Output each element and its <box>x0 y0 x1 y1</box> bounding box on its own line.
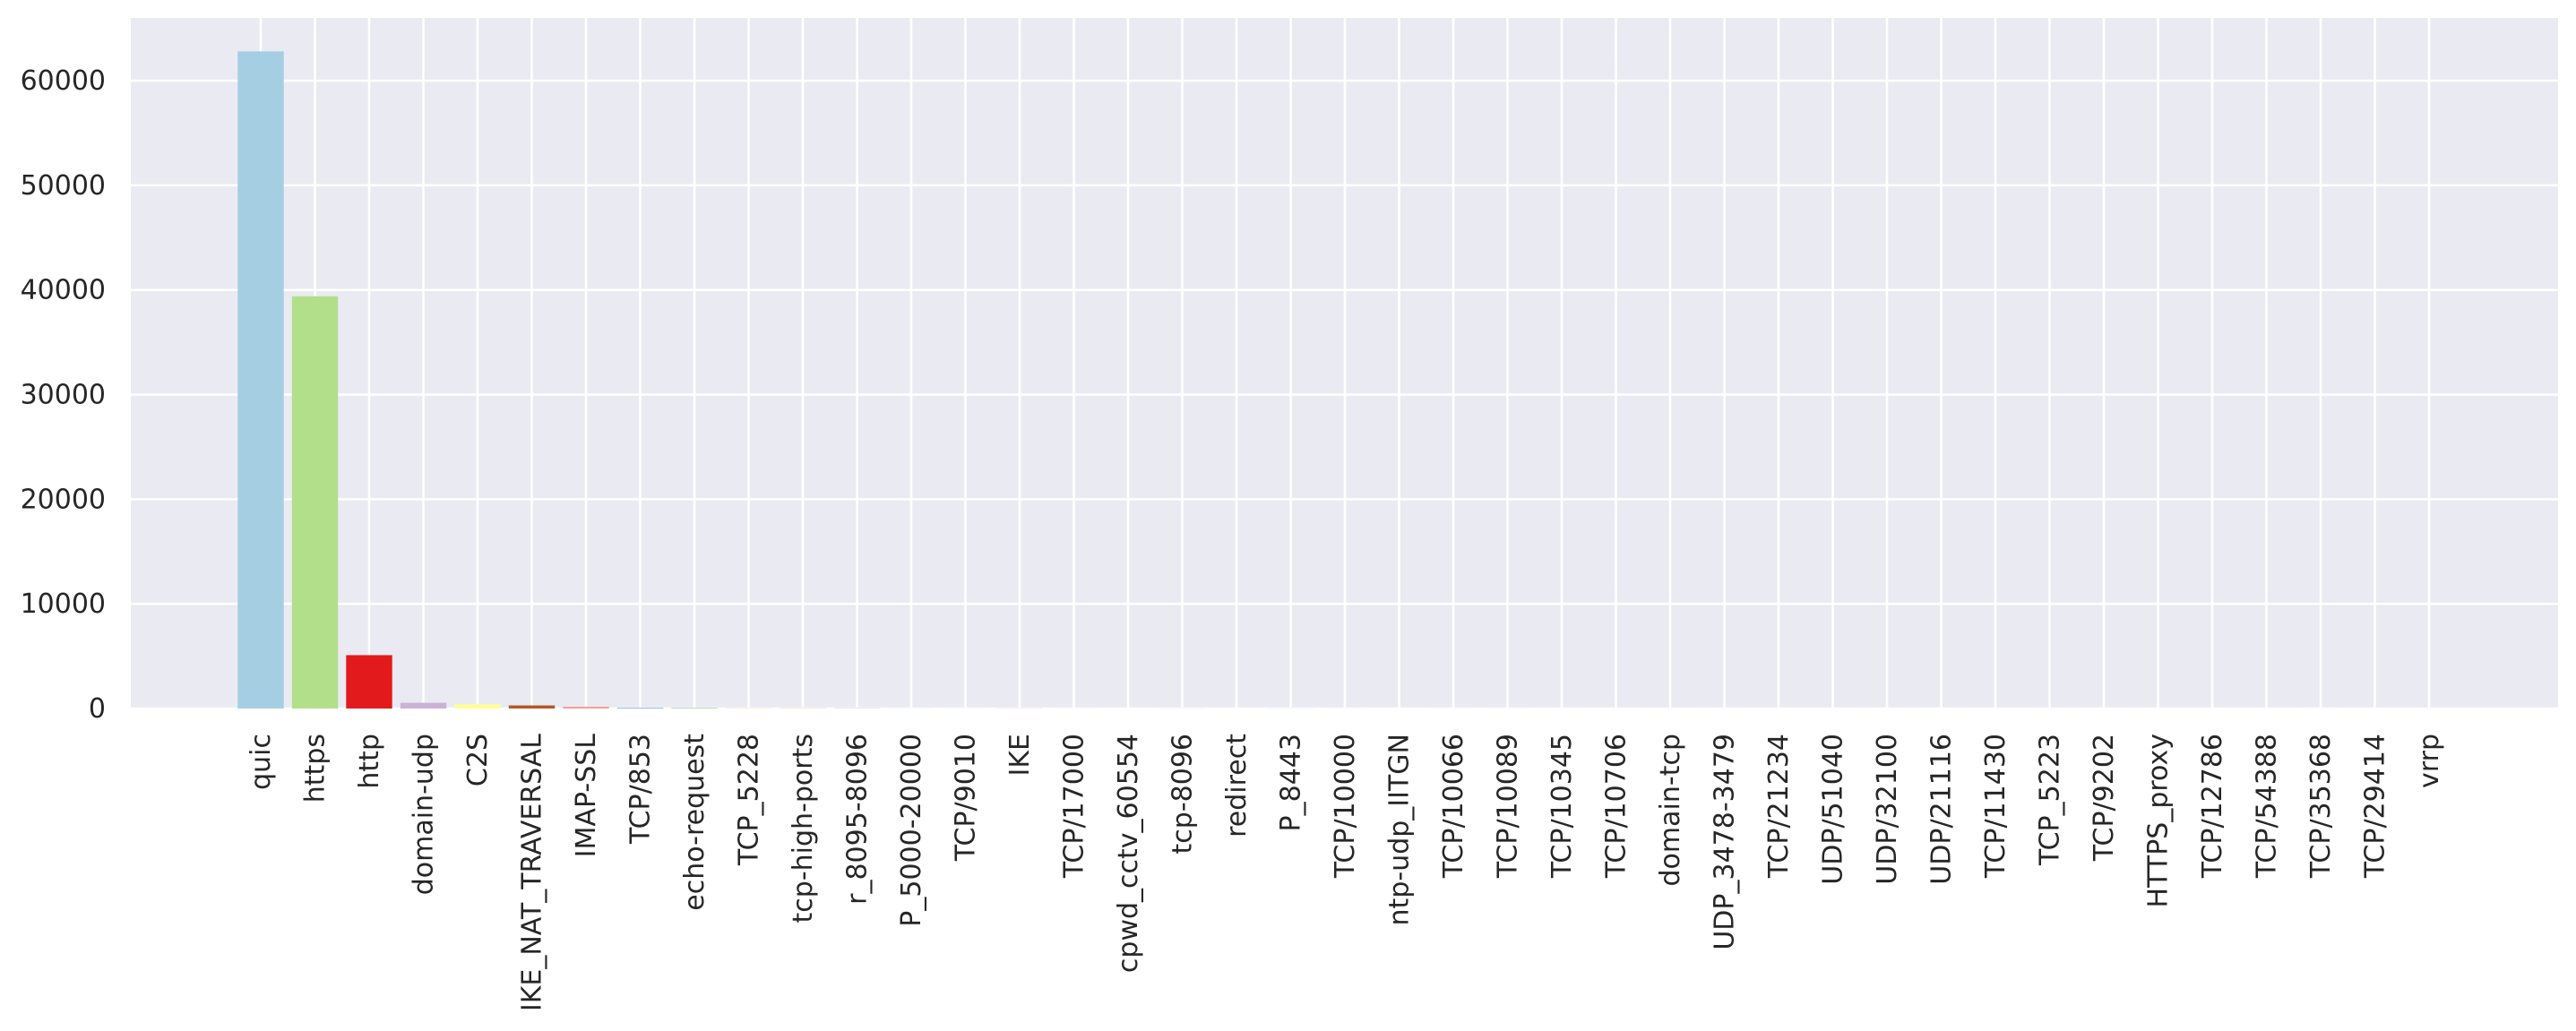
y-tick-label: 10000 <box>21 589 106 620</box>
x-tick-label: TCP/11430 <box>1980 734 2012 879</box>
x-tick-label: TCP_5223 <box>2035 734 2066 866</box>
x-tick-label: IKE_NAT_TRAVERSAL <box>517 734 548 1011</box>
x-tick-label: TCP/17000 <box>1059 734 1090 879</box>
x-tick-label: http <box>354 734 385 789</box>
bar-http <box>346 655 392 709</box>
bar-c2s <box>454 704 501 709</box>
y-tick-label: 30000 <box>21 380 106 411</box>
y-tick-label: 0 <box>89 693 106 725</box>
x-tick-label: TCP/10089 <box>1493 734 1524 879</box>
y-tick-label: 50000 <box>21 170 106 202</box>
x-tick-label: TCP/29414 <box>2360 734 2391 879</box>
x-tick-label: domain-tcp <box>1655 734 1686 886</box>
x-tick-label: vrrp <box>2414 734 2445 788</box>
x-tick-label: ntp-udp_IITGN <box>1384 734 1416 925</box>
x-tick-label: TCP/35368 <box>2305 734 2337 879</box>
x-tick-labels: quic https http domain-udp C2S IKE_NAT_TRAVER… <box>246 734 2445 1011</box>
x-tick-label: UDP_3478-3479 <box>1710 734 1741 950</box>
vertical-gridlines <box>259 18 2431 709</box>
x-tick-label: redirect <box>1221 734 1253 838</box>
y-tick-label: 60000 <box>21 65 106 97</box>
x-tick-label: TCP_5228 <box>734 734 765 866</box>
y-tick-label: 20000 <box>21 484 106 515</box>
x-tick-label: TCP/21234 <box>1763 734 1795 879</box>
x-tick-label: TCP/12786 <box>2197 734 2228 879</box>
x-tick-label: TCP/10706 <box>1601 734 1633 879</box>
bar-domain-udp <box>400 702 447 709</box>
x-tick-label: UDP/32100 <box>1872 734 1903 885</box>
bar-imap-ssl <box>563 707 609 709</box>
x-tick-label: TCP/10345 <box>1546 734 1578 879</box>
x-tick-label: HTTPS_proxy <box>2143 734 2175 907</box>
x-tick-label: C2S <box>462 734 494 786</box>
x-tick-label: tcp-8096 <box>1167 734 1199 854</box>
x-tick-label: domain-udp <box>409 734 440 895</box>
x-tick-label: r_8095-8096 <box>842 734 874 905</box>
x-tick-label: echo-request <box>679 734 711 911</box>
x-tick-label: cpwd_cctv_60554 <box>1113 734 1144 973</box>
bar-quic <box>237 51 284 709</box>
y-tick-label: 40000 <box>21 275 106 306</box>
x-tick-label: TCP/10066 <box>1438 734 1469 879</box>
x-tick-label: TCP/9202 <box>2089 734 2120 862</box>
x-tick-label: TCP/54388 <box>2252 734 2283 879</box>
bar-ike-nat-traversal <box>508 705 556 709</box>
x-tick-label: IKE <box>1004 734 1036 776</box>
x-tick-label: TCP/853 <box>625 734 657 845</box>
x-tick-label: quic <box>246 734 277 790</box>
x-tick-label: tcp-high-ports <box>788 734 819 923</box>
x-tick-label: P_5000-20000 <box>896 734 927 927</box>
bar-https <box>291 296 339 709</box>
x-tick-label: UDP/21116 <box>1926 734 1958 885</box>
x-tick-label: P_8443 <box>1276 734 1307 831</box>
x-tick-label: https <box>300 734 332 803</box>
x-tick-label: UDP/51040 <box>1818 734 1849 885</box>
y-tick-labels: 0 10000 20000 30000 40000 50000 60000 <box>21 65 106 725</box>
x-tick-label: IMAP-SSL <box>571 734 602 858</box>
x-tick-label: TCP/9010 <box>951 734 982 862</box>
x-tick-label: TCP/10000 <box>1330 734 1361 879</box>
bars <box>237 51 2452 709</box>
